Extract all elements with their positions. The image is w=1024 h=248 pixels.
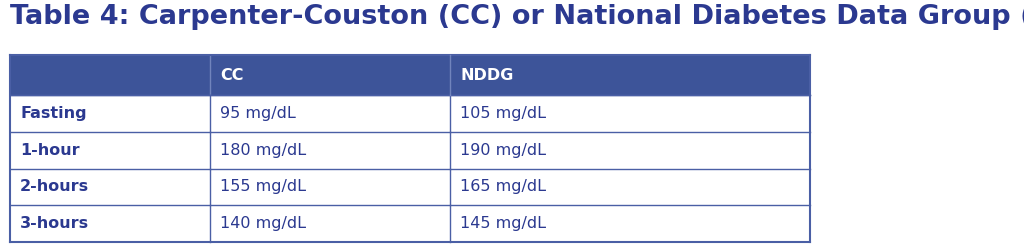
Text: 3-hours: 3-hours xyxy=(20,216,89,231)
Text: 95 mg/dL: 95 mg/dL xyxy=(220,106,296,121)
Bar xyxy=(10,55,810,95)
Text: 180 mg/dL: 180 mg/dL xyxy=(220,143,306,158)
Text: CC: CC xyxy=(220,67,244,83)
Text: Table 4: Carpenter-Couston (CC) or National Diabetes Data Group (NDDG) Criteria: Table 4: Carpenter-Couston (CC) or Natio… xyxy=(10,4,1024,30)
Text: 190 mg/dL: 190 mg/dL xyxy=(460,143,546,158)
Text: 165 mg/dL: 165 mg/dL xyxy=(460,179,546,194)
Text: 2-hours: 2-hours xyxy=(20,179,89,194)
Text: NDDG: NDDG xyxy=(460,67,513,83)
Text: 145 mg/dL: 145 mg/dL xyxy=(460,216,546,231)
Text: 155 mg/dL: 155 mg/dL xyxy=(220,179,306,194)
Text: Fasting: Fasting xyxy=(20,106,87,121)
Text: 105 mg/dL: 105 mg/dL xyxy=(460,106,546,121)
Text: 1-hour: 1-hour xyxy=(20,143,80,158)
Text: 140 mg/dL: 140 mg/dL xyxy=(220,216,306,231)
